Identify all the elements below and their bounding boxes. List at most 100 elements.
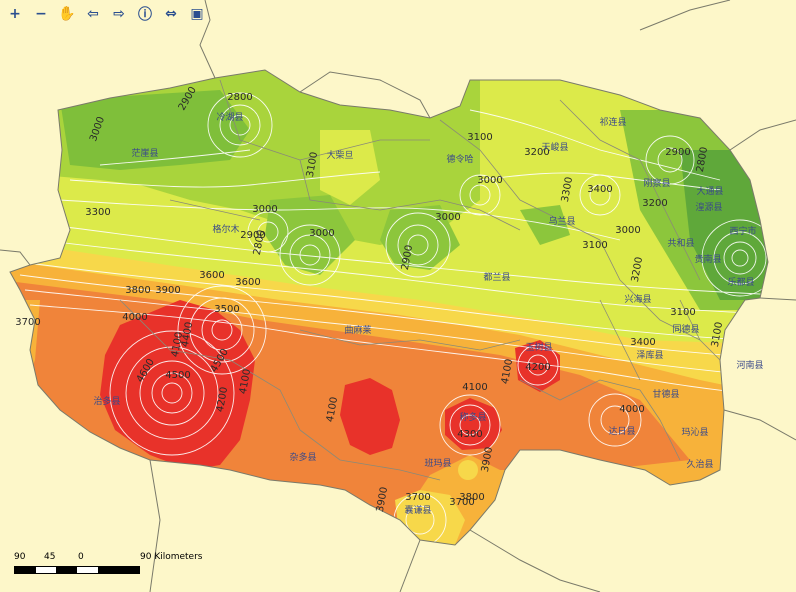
county-boundaries <box>119 79 721 481</box>
contour-value-label: 3200 <box>642 198 667 209</box>
contour-value-label: 3400 <box>630 337 655 348</box>
contour-value-label: 4100 <box>170 331 185 358</box>
forward-arrow-icon: ⇨ <box>113 6 125 22</box>
contour-value-label: 3000 <box>435 212 460 223</box>
contour-value-label: 3100 <box>467 132 492 143</box>
scale-segment <box>35 567 57 573</box>
contour-lines <box>19 92 768 545</box>
contour-value-label: 4500 <box>165 370 190 381</box>
contour-value-label: 2900 <box>665 147 690 158</box>
overview-icon: ▣ <box>190 6 204 22</box>
scale-segment <box>77 567 98 573</box>
contour-value-label: 3500 <box>214 304 239 315</box>
contour-value-label: 3600 <box>199 270 224 281</box>
county-name-label: 称多县 <box>459 411 486 423</box>
scale-tick-label: 90 <box>14 552 26 562</box>
contour-value-label: 4300 <box>457 429 482 440</box>
pan-hand-tool[interactable]: ✋ <box>56 3 78 25</box>
contour-value-label: 3200 <box>524 147 549 158</box>
county-name-label: 玛沁县 <box>681 427 708 438</box>
county-name-label: 都兰县 <box>483 271 510 283</box>
contour-value-label: 3000 <box>615 225 640 236</box>
contour-value-label: 4100 <box>500 358 515 385</box>
contour-value-label: 3900 <box>480 446 495 473</box>
contour-value-label: 3800 <box>125 285 150 296</box>
contour-value-label: 2800 <box>695 146 710 173</box>
contour-value-label: 3700 <box>15 317 40 328</box>
scale-segment <box>56 567 78 573</box>
province-outline <box>9 69 769 546</box>
county-name-label: 杂多县 <box>289 451 316 463</box>
contour-value-label: 3700 <box>405 492 430 503</box>
county-name-label: 甘德县 <box>652 388 679 400</box>
contour-value-label: 3400 <box>587 184 612 195</box>
county-name-label: 玉树县 <box>525 341 552 353</box>
contour-value-label: 3000 <box>309 228 334 239</box>
county-name-label: 德令哈 <box>446 153 473 165</box>
county-name-label: 乐都县 <box>727 276 754 288</box>
identify-icon: ⓘ <box>138 7 152 23</box>
scale-tick-label: 45 <box>44 552 56 562</box>
back-arrow-icon: ⇦ <box>87 6 99 22</box>
contour-value-label: 3800 <box>459 492 484 503</box>
county-name-label: 茫崖县 <box>131 147 158 159</box>
county-name-label: 泽库县 <box>636 349 663 361</box>
contour-value-label: 3900 <box>155 285 180 296</box>
measure-icon: ⇔ <box>165 6 177 22</box>
county-name-label: 班玛县 <box>424 457 451 469</box>
identify-tool[interactable]: ⓘ <box>134 3 156 25</box>
contour-value-label: 3900 <box>375 486 390 513</box>
zoom-in-icon: + <box>9 6 21 22</box>
back-arrow-tool[interactable]: ⇦ <box>82 3 104 25</box>
county-name-label: 西宁市 <box>729 225 756 237</box>
scale-bar-segments <box>14 566 140 574</box>
scale-bar-ticks: 90 45 0 90 Kilometers <box>14 552 234 564</box>
scale-tick-label: 0 <box>78 552 84 562</box>
contour-value-label: 4000 <box>619 404 644 415</box>
zoom-in-tool[interactable]: + <box>4 3 26 25</box>
county-name-label: 达日县 <box>608 425 635 437</box>
contour-value-label: 3100 <box>670 307 695 318</box>
contour-value-label: 4100 <box>462 382 487 393</box>
zoom-out-icon: − <box>35 6 47 22</box>
contour-value-label: 3300 <box>85 207 110 218</box>
contour-value-label: 3600 <box>235 277 260 288</box>
pan-hand-icon: ✋ <box>58 6 76 22</box>
scale-tick-label: 90 Kilometers <box>140 552 203 562</box>
forward-arrow-tool[interactable]: ⇨ <box>108 3 130 25</box>
contour-value-label: 3000 <box>477 175 502 186</box>
contour-value-label: 4100 <box>238 368 253 395</box>
county-name-label: 共和县 <box>667 238 694 249</box>
county-name-label: 贵南县 <box>694 253 721 265</box>
contour-value-label: 3100 <box>582 240 607 251</box>
map-toolbar: + − ✋ ⇦ ⇨ ⓘ ⇔ ▣ <box>0 0 208 28</box>
contour-value-label: 3700 <box>449 497 474 508</box>
contour-value-label: 3100 <box>305 151 320 178</box>
county-name-label: 大通县 <box>696 185 723 197</box>
county-name-label: 乌兰县 <box>548 215 575 227</box>
contour-value-label: 2800 <box>227 92 252 103</box>
measure-tool[interactable]: ⇔ <box>160 3 182 25</box>
county-name-label: 格尔木 <box>212 223 239 235</box>
county-name-label: 河南县 <box>736 359 763 371</box>
county-name-label: 天峻县 <box>541 141 568 153</box>
contour-value-label: 4400 <box>180 321 195 348</box>
contour-value-label: 3000 <box>252 204 277 215</box>
contour-value-label: 3100 <box>710 321 725 348</box>
county-name-label: 囊谦县 <box>404 504 431 516</box>
scale-segment <box>118 567 140 573</box>
scale-segment <box>97 567 119 573</box>
contour-value-label: 4200 <box>215 386 230 413</box>
county-name-label: 兴海县 <box>624 293 651 305</box>
contour-value-label: 3200 <box>630 256 645 283</box>
overview-tool[interactable]: ▣ <box>186 3 208 25</box>
contour-value-label: 4200 <box>525 362 550 373</box>
county-name-label: 大柴旦 <box>326 149 353 161</box>
zoom-out-tool[interactable]: − <box>30 3 52 25</box>
county-name-label: 刚察县 <box>643 177 670 189</box>
county-name-label: 冷湖县 <box>216 111 243 123</box>
county-name-label: 治多县 <box>93 395 120 407</box>
county-name-label: 祁连县 <box>599 116 626 128</box>
